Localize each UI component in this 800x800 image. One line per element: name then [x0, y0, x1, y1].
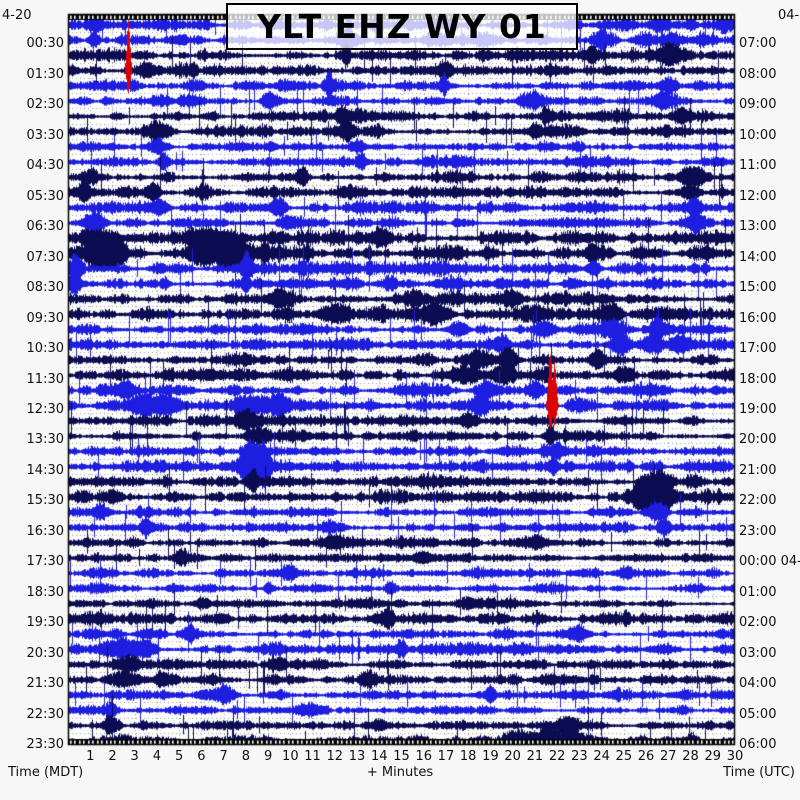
minute-label: 13	[348, 749, 366, 764]
station-title: YLT EHZ WY 01	[226, 3, 578, 50]
right-time-label: 13:00	[739, 219, 777, 235]
left-time-label: 03:30	[26, 127, 64, 143]
minute-label: 15	[393, 749, 410, 764]
minute-label: 29	[704, 749, 722, 764]
right-time-label: 07:00	[739, 36, 777, 52]
minute-label: 10	[282, 749, 299, 764]
minute-label: 27	[660, 749, 677, 764]
minute-label: 9	[263, 749, 273, 764]
minute-label: 30	[726, 749, 744, 764]
minute-label: 19	[482, 749, 499, 764]
minute-label: 11	[304, 749, 321, 764]
left-time-label: 07:30	[26, 249, 64, 265]
minute-label: 26	[637, 749, 655, 764]
minute-label: 1	[86, 749, 95, 764]
date-top-right: 04-2	[778, 8, 800, 23]
date-top-left: 4-20	[2, 8, 32, 23]
bottom-axis-title: + Minutes	[366, 765, 434, 780]
left-time-label: 20:30	[26, 645, 64, 661]
minute-label: 3	[130, 749, 139, 764]
minute-label: 14	[370, 749, 388, 764]
minute-label: 28	[682, 749, 699, 764]
left-time-label: 02:30	[26, 97, 64, 113]
minute-label: 16	[415, 749, 432, 764]
right-time-label: 09:00	[739, 97, 777, 113]
right-time-label: 16:00	[739, 310, 777, 326]
minute-label: 4	[152, 749, 162, 764]
left-time-label: 12:30	[26, 401, 64, 417]
left-time-label: 18:30	[26, 584, 64, 600]
right-time-label: 10:00	[739, 127, 777, 143]
minute-label: 25	[615, 749, 633, 764]
minute-label: 8	[241, 749, 250, 764]
left-time-label: 19:30	[26, 615, 64, 631]
left-axis-title: Time (MDT)	[8, 765, 84, 780]
right-time-label: 08:00	[739, 66, 777, 82]
right-time-label: 04:00	[739, 676, 777, 692]
minute-label: 2	[108, 749, 117, 764]
left-time-label: 17:30	[26, 554, 64, 570]
right-time-label: 02:00	[739, 615, 777, 631]
left-time-label: 08:30	[26, 280, 64, 296]
right-time-label: 06:00	[739, 737, 777, 752]
left-time-label: 23:30	[26, 737, 64, 752]
left-time-label: 13:30	[26, 432, 64, 448]
left-time-label: 05:30	[26, 188, 64, 204]
right-time-label: 12:00	[739, 188, 777, 204]
right-time-label: 11:00	[739, 158, 777, 174]
right-time-label: 20:00	[739, 432, 777, 448]
minute-label: 20	[504, 749, 521, 764]
left-time-label: 06:30	[26, 219, 64, 235]
left-time-label: 16:30	[26, 523, 64, 539]
minute-label: 22	[548, 749, 566, 764]
minute-label: 18	[459, 749, 477, 764]
left-time-label: 09:30	[26, 310, 64, 326]
left-time-label: 22:30	[26, 706, 64, 722]
left-time-label: 11:30	[26, 371, 64, 387]
right-time-label: 01:00	[739, 584, 777, 600]
right-time-label: 14:00	[739, 249, 777, 265]
right-time-label: 22:00	[739, 493, 777, 509]
minute-label: 24	[593, 749, 610, 764]
left-time-label: 21:30	[26, 676, 64, 692]
right-time-label: 18:00	[739, 371, 777, 387]
minute-label: 23	[571, 749, 588, 764]
minute-label: 6	[197, 749, 206, 764]
left-time-label: 15:30	[26, 493, 64, 509]
minute-label: 17	[437, 749, 455, 764]
left-time-label: 01:30	[26, 66, 64, 82]
left-time-label: 10:30	[26, 341, 64, 357]
minute-label: 21	[526, 749, 544, 764]
minute-label: 5	[175, 749, 184, 764]
minute-label: 7	[219, 749, 228, 764]
right-time-label: 17:00	[739, 341, 777, 357]
right-time-label: 15:00	[739, 280, 777, 296]
minute-label: 12	[326, 749, 344, 764]
right-time-label: 03:00	[739, 645, 777, 661]
right-axis-title: Time (UTC)	[723, 765, 795, 780]
right-time-label: 21:00	[739, 462, 777, 478]
right-time-label: 00:00 04-21	[739, 554, 800, 570]
right-time-label: 19:00	[739, 401, 777, 417]
right-time-label: 05:00	[739, 706, 777, 722]
left-time-label: 04:30	[26, 158, 64, 174]
left-time-label: 00:30	[26, 36, 64, 52]
right-time-label: 23:00	[739, 523, 777, 539]
left-time-label: 14:30	[26, 462, 64, 478]
